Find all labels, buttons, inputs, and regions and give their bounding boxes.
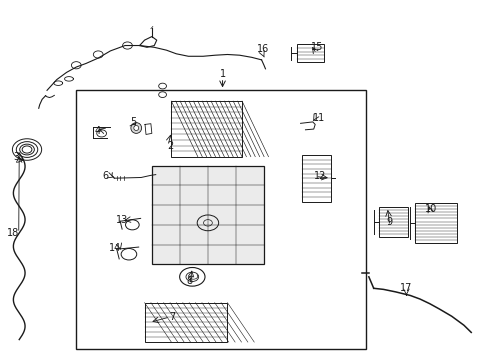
Text: 7: 7 bbox=[169, 312, 175, 322]
Text: 2: 2 bbox=[167, 141, 173, 151]
Text: 15: 15 bbox=[310, 42, 322, 51]
Text: 9: 9 bbox=[386, 217, 392, 227]
Bar bbox=[152, 166, 264, 264]
Bar bbox=[144, 303, 227, 342]
Text: 1: 1 bbox=[219, 69, 225, 79]
Text: 3: 3 bbox=[14, 152, 20, 162]
Bar bbox=[297, 44, 324, 62]
Bar bbox=[378, 207, 407, 237]
Text: 13: 13 bbox=[115, 215, 127, 225]
Text: 12: 12 bbox=[313, 171, 325, 181]
Text: 17: 17 bbox=[399, 283, 412, 293]
Text: 6: 6 bbox=[102, 171, 108, 181]
Text: 10: 10 bbox=[424, 204, 436, 214]
Bar bbox=[414, 203, 456, 243]
Text: 11: 11 bbox=[312, 113, 324, 123]
Text: 8: 8 bbox=[186, 276, 193, 286]
Text: 18: 18 bbox=[7, 228, 19, 238]
Ellipse shape bbox=[131, 123, 142, 134]
Text: 4: 4 bbox=[94, 126, 100, 136]
Bar bbox=[171, 101, 242, 157]
Bar bbox=[76, 90, 366, 348]
Bar bbox=[301, 155, 330, 202]
Ellipse shape bbox=[134, 126, 139, 131]
Text: 16: 16 bbox=[256, 44, 268, 54]
Text: 5: 5 bbox=[130, 117, 136, 127]
Text: 14: 14 bbox=[109, 243, 121, 253]
